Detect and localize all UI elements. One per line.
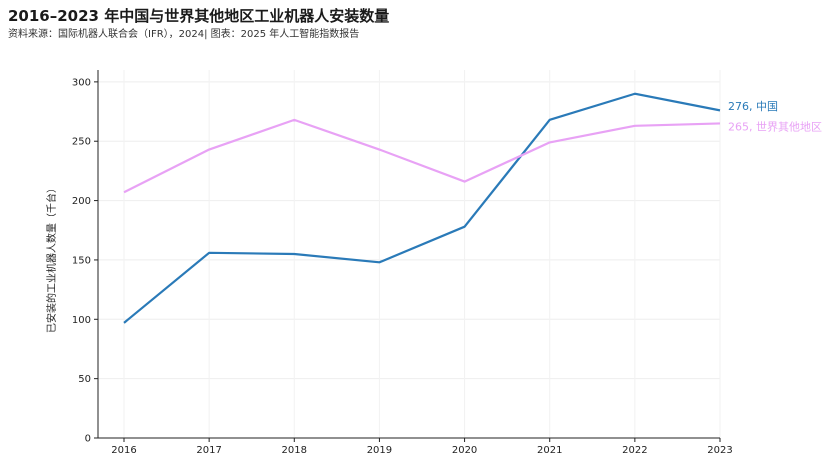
axes: 0 50 100 150 200 250 300 2016 2017 2018 2019 2020 20… (72, 70, 733, 456)
series-end-label: 265, 世界其他地区 (728, 120, 822, 133)
grid-lines (98, 70, 721, 438)
series-line-china (123, 92, 721, 324)
series-line-rest-of-world (123, 118, 721, 194)
x-tick-label: 2016 (111, 445, 136, 456)
y-tick-label: 100 (72, 315, 91, 326)
labels-layer: 276, 中国 265, 世界其他地区 (728, 100, 822, 134)
y-tick-label: 200 (72, 196, 91, 207)
series-end-label: 276, 中国 (728, 100, 778, 113)
y-tick-label: 0 (85, 434, 91, 445)
x-tick-label: 2023 (707, 445, 732, 456)
y-tick-label: 50 (78, 374, 91, 385)
x-tick-label: 2019 (367, 445, 392, 456)
series-layer (123, 92, 721, 324)
x-tick-label: 2018 (282, 445, 307, 456)
y-tick-label: 250 (72, 137, 91, 148)
x-tick-label: 2022 (622, 445, 647, 456)
x-tick-label: 2017 (196, 445, 221, 456)
x-tick-label: 2020 (452, 445, 477, 456)
y-tick-label: 300 (72, 77, 91, 88)
x-tick-label: 2021 (537, 445, 562, 456)
chart-source: 资料来源：国际机器人联合会（IFR），2024| 图表：2025 年人工智能指数… (8, 29, 360, 40)
y-tick-label: 150 (72, 255, 91, 266)
y-axis-label: 已安装的工业机器人数量（千台） (45, 183, 58, 333)
chart-title: 2016–2023 年中国与世界其他地区工业机器人安装数量 (8, 7, 390, 25)
